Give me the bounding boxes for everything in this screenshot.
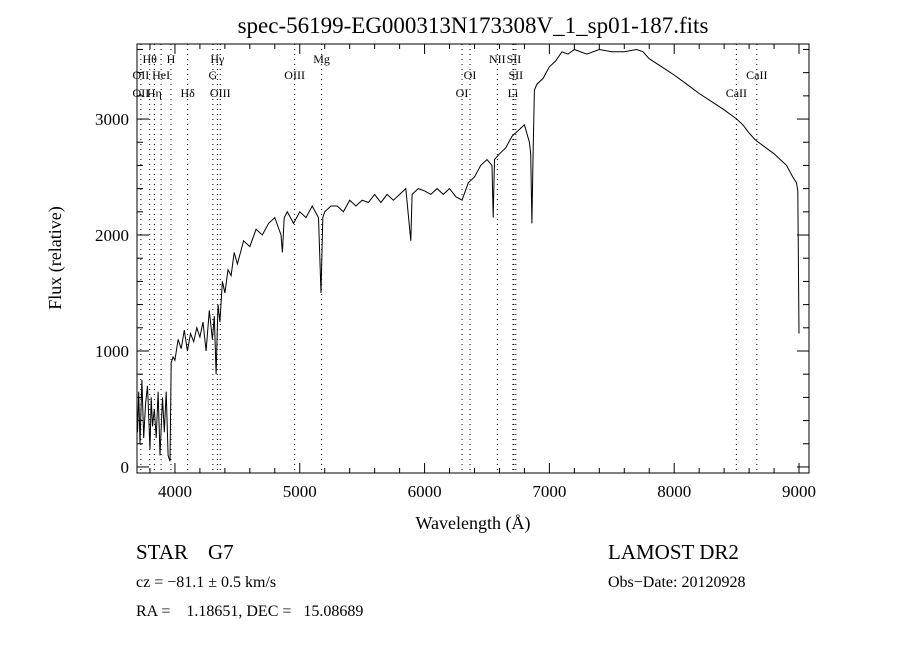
y-tick-label: 2000	[95, 226, 129, 245]
x-tick-label: 5000	[283, 482, 317, 501]
marker-label: OIII	[210, 86, 231, 100]
marker-label: SII	[508, 68, 523, 82]
y-tick-label: 3000	[95, 110, 129, 129]
coordinates: RA = 1.18651, DEC = 15.08689	[136, 603, 364, 620]
x-tick-label: 6000	[408, 482, 442, 501]
marker-label: Hθ	[143, 52, 158, 66]
marker-label: CaII	[746, 68, 767, 82]
marker-label: OIII	[284, 68, 305, 82]
x-tick-label: 4000	[158, 482, 192, 501]
subclass: G7	[208, 540, 234, 564]
object-class: STAR	[136, 540, 188, 564]
x-tick-label: 7000	[532, 482, 566, 501]
plot-area	[137, 48, 800, 462]
marker-label: Li	[508, 86, 519, 100]
marker-label: H	[167, 52, 176, 66]
axes: 4000 5000 6000 7000 8000 9000 0 1000 2000 3000	[95, 43, 816, 501]
marker-label: OI	[464, 68, 477, 82]
marker-label: NII	[489, 52, 506, 66]
y-tick-label: 0	[121, 458, 130, 477]
marker-label: OII	[133, 68, 150, 82]
x-axis-label: Wavelength (Å)	[415, 513, 530, 534]
marker-label: G	[209, 68, 218, 82]
redshift-text: cz = −81.1 ± 0.5 km/s	[136, 574, 277, 591]
obs-date: Obs−Date: 20120928	[608, 574, 746, 591]
survey-label: LAMOST DR2	[608, 540, 739, 564]
marker-label: SII	[507, 52, 522, 66]
spectrum-line	[137, 48, 800, 462]
marker-label: CaII	[726, 86, 747, 100]
marker-label: HeI	[152, 68, 170, 82]
x-tick-label: 9000	[782, 482, 816, 501]
marker-label: Mg	[313, 52, 330, 66]
x-tick-label: 8000	[657, 482, 691, 501]
marker-label: Hδ	[181, 86, 196, 100]
marker-label: Hη	[147, 86, 162, 100]
plot-frame	[136, 43, 810, 474]
chart-title: spec-56199-EG000313N173308V_1_sp01-187.f…	[238, 13, 709, 38]
marker-label: Hγ	[210, 52, 225, 66]
marker-label: OI	[456, 86, 469, 100]
y-axis-label: Flux (relative)	[45, 206, 66, 309]
y-tick-label: 1000	[95, 342, 129, 361]
